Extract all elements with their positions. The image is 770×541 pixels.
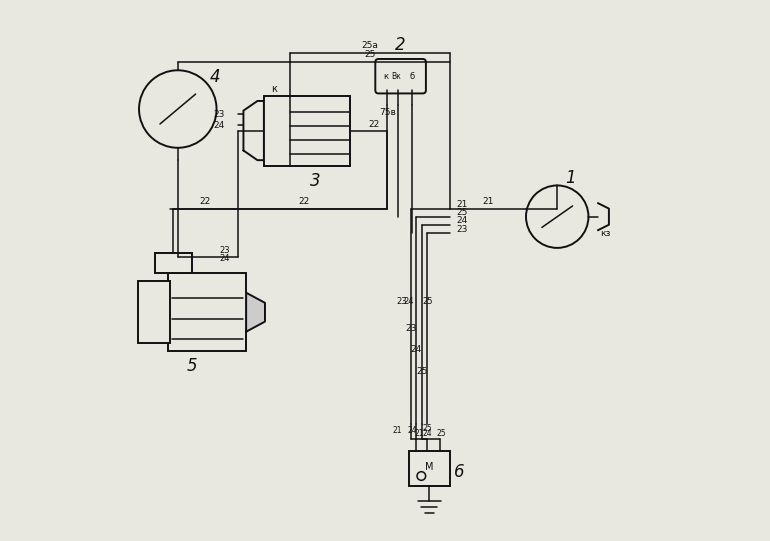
Text: 2: 2 xyxy=(395,36,406,54)
Circle shape xyxy=(526,186,588,248)
Polygon shape xyxy=(243,101,264,160)
Text: 24: 24 xyxy=(403,297,414,306)
Text: 24: 24 xyxy=(410,345,422,354)
Text: 24: 24 xyxy=(456,216,467,226)
Text: 22: 22 xyxy=(299,197,310,206)
Text: 21: 21 xyxy=(456,200,467,209)
Text: 22: 22 xyxy=(199,196,210,206)
Circle shape xyxy=(139,70,216,148)
Text: 3: 3 xyxy=(310,171,321,189)
Bar xyxy=(264,96,350,166)
Text: к: к xyxy=(270,84,276,94)
Text: 25а: 25а xyxy=(361,41,378,50)
Text: 23: 23 xyxy=(213,110,225,119)
Text: М: М xyxy=(425,461,434,472)
Text: 21: 21 xyxy=(393,426,402,435)
Text: 25: 25 xyxy=(364,50,375,59)
Text: кз: кз xyxy=(601,229,611,239)
Text: б: б xyxy=(410,72,414,81)
Text: 22: 22 xyxy=(368,120,380,129)
Text: Вк: Вк xyxy=(391,72,401,81)
Polygon shape xyxy=(598,203,609,230)
Text: 24: 24 xyxy=(213,121,225,130)
Text: к: к xyxy=(383,72,388,81)
Text: 23: 23 xyxy=(219,246,230,255)
Bar xyxy=(139,281,169,343)
Text: 25: 25 xyxy=(423,297,434,306)
Text: 24: 24 xyxy=(219,254,230,262)
Text: 23: 23 xyxy=(405,324,417,333)
FancyBboxPatch shape xyxy=(375,59,426,94)
Text: 4: 4 xyxy=(210,68,221,85)
Text: 5: 5 xyxy=(187,357,198,375)
Bar xyxy=(155,253,192,273)
Circle shape xyxy=(417,472,426,480)
Bar xyxy=(409,451,450,486)
Text: 24: 24 xyxy=(407,426,417,435)
Text: 23: 23 xyxy=(396,297,407,306)
Text: 25: 25 xyxy=(422,424,432,433)
Text: 25: 25 xyxy=(456,208,467,217)
Text: 6: 6 xyxy=(454,463,464,481)
Polygon shape xyxy=(246,293,265,332)
Text: 25: 25 xyxy=(416,367,427,376)
Text: 24: 24 xyxy=(422,428,432,438)
Text: 75в: 75в xyxy=(380,108,397,117)
Text: 25: 25 xyxy=(437,428,447,438)
Text: 21: 21 xyxy=(414,428,424,438)
Text: 23: 23 xyxy=(456,225,467,234)
Bar xyxy=(168,273,246,351)
Text: 21: 21 xyxy=(482,197,494,206)
Text: 1: 1 xyxy=(565,169,576,187)
